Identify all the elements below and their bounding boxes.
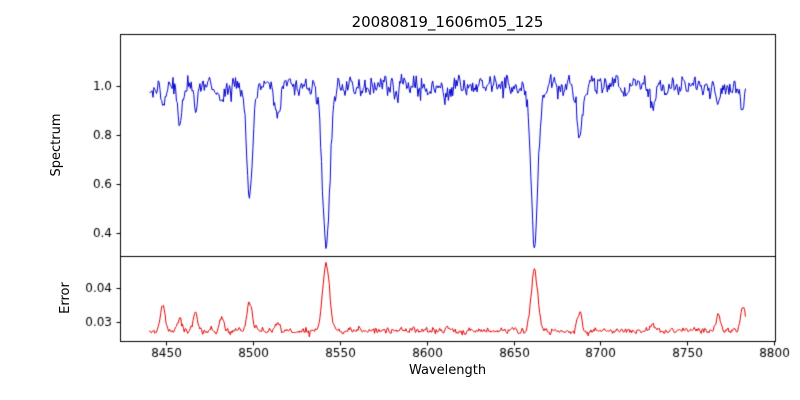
- x-axis-label: Wavelength: [408, 363, 487, 378]
- chart-title: 20080819_1606m05_125: [351, 13, 544, 31]
- error-y-axis-label: Error: [58, 282, 73, 314]
